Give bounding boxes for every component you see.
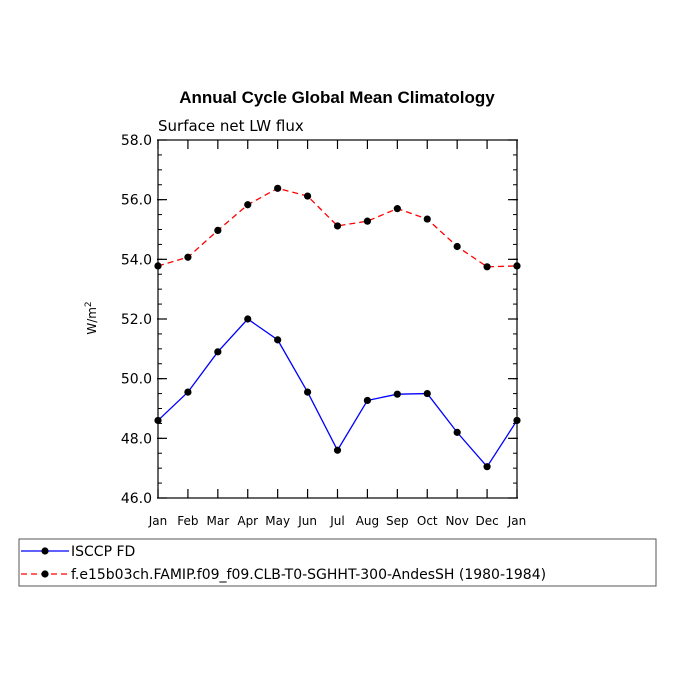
data-point [423, 389, 431, 398]
legend-marker [41, 547, 49, 555]
chart-title: Annual Cycle Global Mean Climatology [179, 88, 495, 107]
data-point [483, 463, 491, 471]
y-axis-label: W/m2 [84, 301, 99, 334]
data-point [363, 217, 372, 225]
x-tick-label: Oct [417, 514, 438, 528]
legend-item: f.e15b03ch.FAMIP.f09_f09.CLB-T0-SGHHT-30… [21, 567, 546, 583]
plot-frame [157, 139, 518, 499]
data-point [483, 263, 491, 271]
data-point [393, 390, 401, 398]
data-point [303, 388, 312, 396]
y-tick-label: 50.0 [121, 372, 152, 388]
x-tick-label: Jan [507, 514, 527, 528]
data-point [303, 192, 312, 200]
y-tick-label: 58.0 [121, 133, 152, 149]
data-point [154, 262, 162, 270]
legend-item: ISCCP FD [21, 544, 135, 560]
data-point [244, 201, 252, 209]
series-0 [154, 315, 521, 471]
data-point [184, 388, 192, 396]
data-point [513, 262, 521, 270]
legend-marker [41, 570, 49, 578]
x-tick-label: Jan [148, 514, 168, 528]
y-axis-label-text: W/m [85, 307, 99, 335]
x-tick-label: Dec [475, 514, 498, 528]
x-tick-label: Jun [297, 514, 317, 528]
data-point [184, 253, 192, 261]
x-tick-label: Apr [237, 514, 258, 528]
y-tick-label: 48.0 [121, 431, 152, 447]
data-point [453, 242, 461, 251]
x-tick-label: May [265, 514, 290, 528]
y-axis-label-superscript: 2 [84, 301, 94, 307]
data-point [423, 215, 431, 223]
data-point [214, 226, 222, 234]
svg-text:W/m2: W/m2 [84, 301, 99, 334]
series-line [157, 318, 518, 468]
data-point [333, 446, 342, 454]
y-tick-label: 56.0 [121, 193, 152, 209]
data-point [274, 184, 282, 192]
data-point [363, 396, 372, 405]
data-point [393, 205, 401, 213]
x-tick-label: Nov [445, 514, 468, 528]
data-point [214, 348, 222, 356]
chart-subtitle: Surface net LW flux [158, 117, 304, 135]
x-tick-label: Sep [386, 514, 409, 528]
data-point [154, 416, 162, 425]
data-point [274, 336, 282, 344]
x-tick-label: Mar [207, 514, 230, 528]
x-tick-label: Jul [329, 514, 344, 528]
data-point [244, 315, 252, 323]
series-1 [154, 184, 521, 271]
y-tick-label: 52.0 [121, 312, 152, 328]
x-tick-label: Aug [356, 514, 379, 528]
y-tick-label: 46.0 [121, 491, 152, 507]
y-tick-label: 54.0 [121, 252, 152, 268]
data-point [513, 416, 521, 425]
legend-box [18, 538, 657, 587]
data-point [333, 222, 342, 230]
data-point [453, 428, 461, 436]
legend-label: ISCCP FD [71, 544, 135, 560]
legend-label: f.e15b03ch.FAMIP.f09_f09.CLB-T0-SGHHT-30… [71, 567, 546, 583]
x-tick-label: Feb [177, 514, 198, 528]
